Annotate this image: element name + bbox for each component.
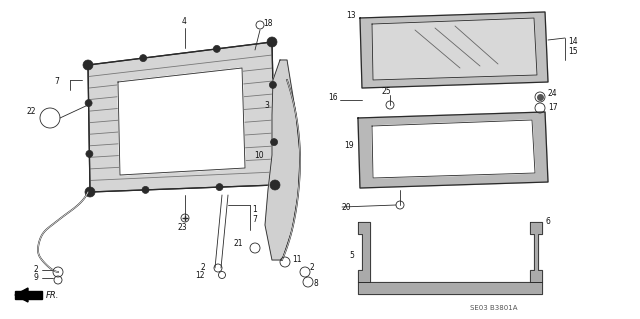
Circle shape xyxy=(267,37,277,47)
Text: 2: 2 xyxy=(200,263,205,272)
Circle shape xyxy=(142,186,149,193)
Polygon shape xyxy=(358,112,548,188)
Polygon shape xyxy=(372,120,535,178)
Text: 23: 23 xyxy=(178,224,188,233)
Polygon shape xyxy=(360,12,548,88)
Circle shape xyxy=(83,60,93,70)
Text: 8: 8 xyxy=(313,278,317,287)
Text: 25: 25 xyxy=(382,87,392,97)
Text: FR.: FR. xyxy=(46,291,60,300)
Circle shape xyxy=(213,45,220,52)
Circle shape xyxy=(85,100,92,107)
Text: 10: 10 xyxy=(254,151,264,160)
Text: 11: 11 xyxy=(292,256,301,264)
Polygon shape xyxy=(358,282,542,294)
Text: 17: 17 xyxy=(548,103,557,113)
Polygon shape xyxy=(88,42,275,192)
Text: 18: 18 xyxy=(263,19,273,27)
Circle shape xyxy=(85,187,95,197)
Text: 3: 3 xyxy=(264,100,269,109)
Text: 15: 15 xyxy=(568,48,578,56)
Text: 2: 2 xyxy=(309,263,314,272)
Text: 4: 4 xyxy=(182,18,187,26)
Text: SE03 B3801A: SE03 B3801A xyxy=(470,305,518,311)
Circle shape xyxy=(216,184,223,190)
Polygon shape xyxy=(372,18,537,80)
Text: 7: 7 xyxy=(54,78,59,86)
Text: 2: 2 xyxy=(33,265,38,275)
Polygon shape xyxy=(118,68,245,175)
Text: 5: 5 xyxy=(349,250,354,259)
Text: 16: 16 xyxy=(328,93,338,102)
Text: 22: 22 xyxy=(26,108,36,116)
Polygon shape xyxy=(15,291,42,299)
Text: 9: 9 xyxy=(33,273,38,283)
Circle shape xyxy=(269,81,276,88)
Text: 20: 20 xyxy=(342,203,351,211)
Polygon shape xyxy=(265,60,300,260)
Polygon shape xyxy=(530,222,542,282)
Circle shape xyxy=(140,55,147,62)
Text: 13: 13 xyxy=(346,11,356,19)
Text: 12: 12 xyxy=(195,271,205,279)
Circle shape xyxy=(271,138,278,145)
Text: 24: 24 xyxy=(548,90,557,99)
Polygon shape xyxy=(118,68,245,175)
Text: 21: 21 xyxy=(234,240,243,249)
Circle shape xyxy=(270,180,280,190)
Circle shape xyxy=(86,150,93,157)
Polygon shape xyxy=(15,288,28,302)
Text: 6: 6 xyxy=(546,218,551,226)
Polygon shape xyxy=(358,222,370,282)
Text: 7: 7 xyxy=(252,216,257,225)
Text: 19: 19 xyxy=(344,140,354,150)
Text: 14: 14 xyxy=(568,38,578,47)
Text: 1: 1 xyxy=(252,205,257,214)
